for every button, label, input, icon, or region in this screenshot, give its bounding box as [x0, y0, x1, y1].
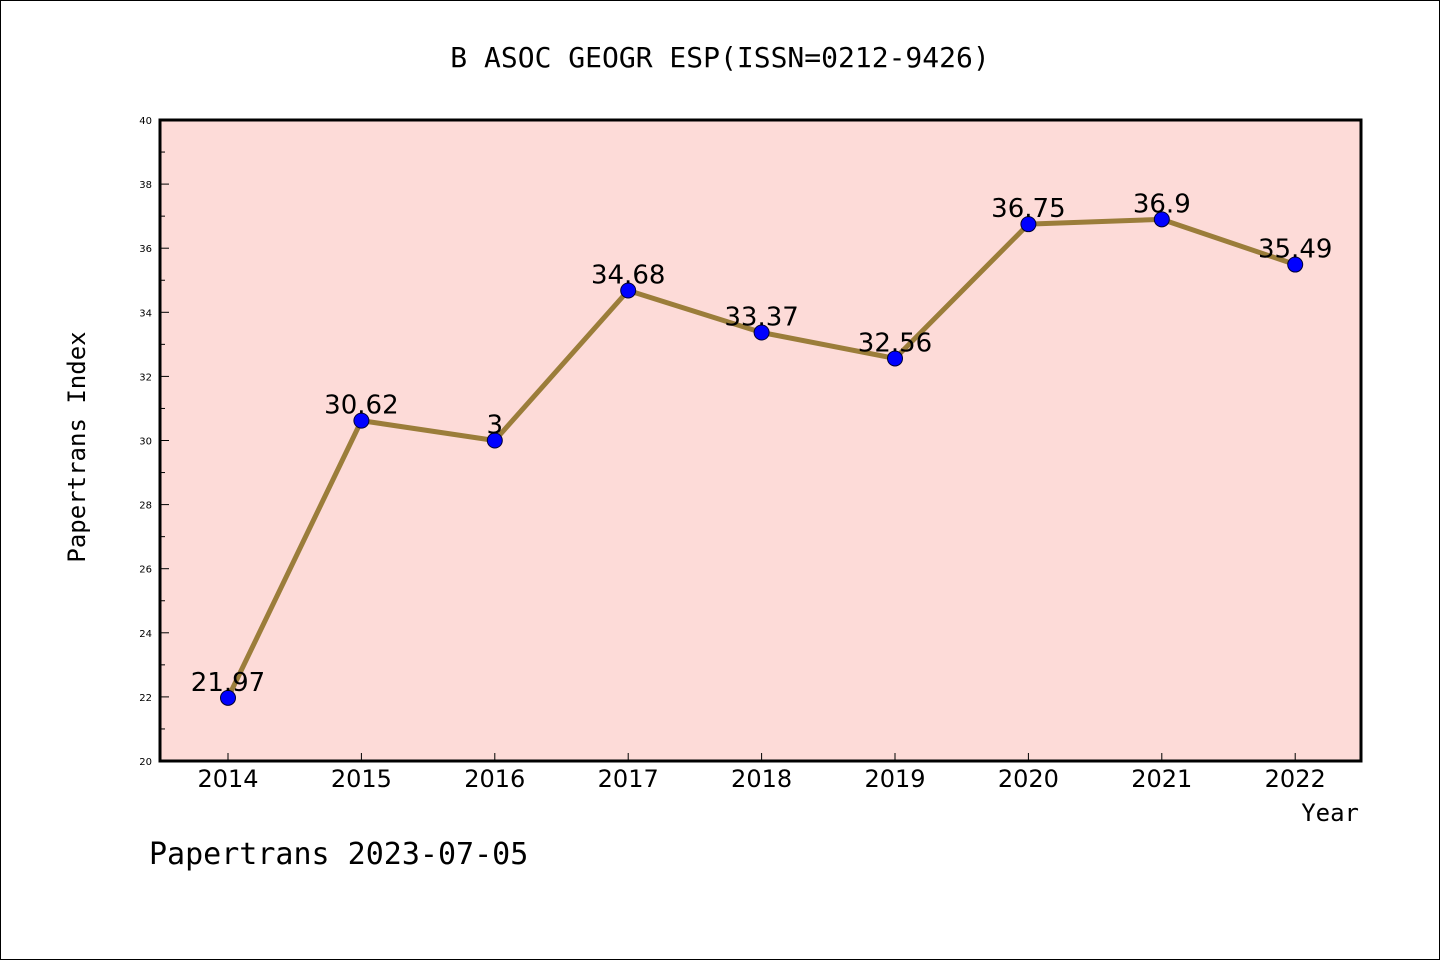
- x-tick-label: 2018: [731, 765, 792, 793]
- data-label: 36.9: [1133, 189, 1191, 219]
- data-point: [1153, 211, 1170, 228]
- data-label: 32.56: [858, 328, 932, 358]
- data-label: 21.97: [191, 668, 265, 698]
- y-axis-label: Papertrans Index: [63, 331, 91, 562]
- data-point: [753, 324, 770, 341]
- x-tick-label: 2020: [998, 765, 1059, 793]
- y-tick-label: 28: [139, 501, 152, 512]
- data-point: [353, 412, 370, 429]
- data-labels: 21.97 30.62 3 34.68 33.37 32.56 36.75 36.9 35.49: [191, 189, 1333, 698]
- data-point: [220, 689, 236, 706]
- x-tick-label: 2016: [464, 765, 525, 793]
- x-tick-label: 2017: [598, 765, 659, 793]
- y-tick-label: 34: [139, 308, 152, 319]
- data-point: [1020, 216, 1037, 233]
- x-tick-label: 2019: [864, 765, 925, 793]
- x-tick-label: 2015: [331, 765, 392, 793]
- y-tick-label: 32: [139, 372, 152, 383]
- data-label: 30.62: [324, 391, 398, 421]
- x-tick-label: 2022: [1265, 765, 1326, 793]
- data-label: 3: [487, 411, 504, 441]
- y-tick-label: 26: [139, 565, 152, 576]
- y-axis: 20 22 24 26 28 30 32 34 36 38 40: [139, 116, 169, 768]
- footer-text: Papertrans 2023-07-05: [149, 837, 528, 872]
- x-tick-label: 2021: [1131, 765, 1192, 793]
- data-label: 33.37: [724, 302, 798, 332]
- data-point: [887, 350, 903, 367]
- x-axis: 2014 2015 2016 2017 2018 2019 2020 2021 2022: [197, 753, 1326, 793]
- y-tick-label: 40: [139, 116, 152, 127]
- x-tick-label: 2014: [197, 765, 258, 793]
- data-point: [486, 432, 503, 449]
- chart-title: B ASOC GEOGR ESP(ISSN=0212-9426): [450, 41, 989, 74]
- data-points: [220, 211, 1304, 706]
- data-label: 35.49: [1258, 235, 1332, 265]
- y-tick-label: 30: [139, 437, 152, 448]
- y-tick-label: 24: [139, 629, 152, 640]
- data-label: 34.68: [591, 261, 665, 291]
- data-label: 36.75: [991, 194, 1065, 224]
- x-axis-label: Year: [1301, 799, 1359, 827]
- y-tick-label: 20: [139, 757, 152, 768]
- y-tick-label: 38: [139, 180, 152, 191]
- data-point: [620, 282, 637, 299]
- data-point: [1287, 256, 1304, 273]
- y-tick-label: 36: [139, 244, 152, 255]
- y-tick-label: 22: [139, 693, 152, 704]
